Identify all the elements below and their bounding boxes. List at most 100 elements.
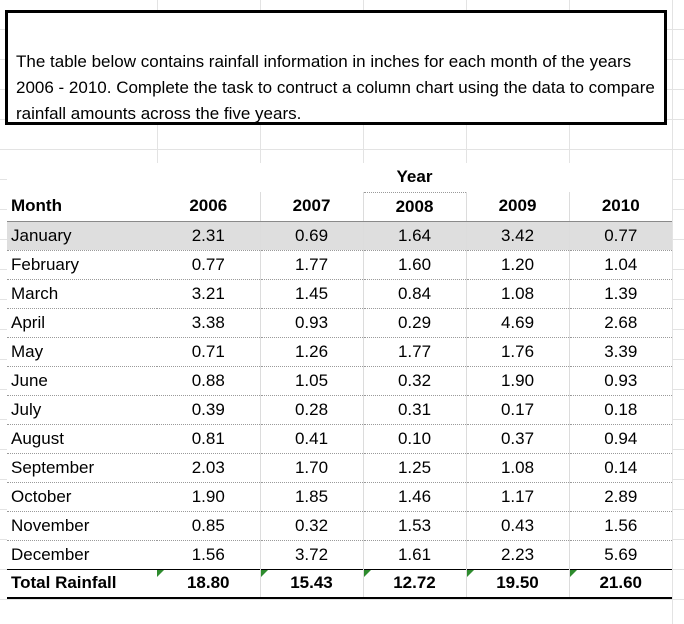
value-cell[interactable]: 2.23 — [465, 540, 569, 570]
value-cell[interactable]: 0.32 — [259, 511, 363, 541]
value-cell[interactable]: 0.84 — [362, 279, 466, 309]
error-indicator-icon[interactable] — [466, 569, 474, 577]
value-cell[interactable]: 1.61 — [362, 540, 466, 570]
year-group-label[interactable]: Year — [363, 163, 466, 193]
blank-cell[interactable] — [260, 163, 363, 192]
blank-cell[interactable] — [569, 163, 672, 192]
value-cell[interactable]: 1.08 — [465, 453, 569, 483]
value-cell[interactable]: 1.85 — [259, 482, 363, 512]
year-header-2009[interactable]: 2009 — [465, 192, 569, 222]
value-cell[interactable]: 1.20 — [465, 250, 569, 280]
value-cell[interactable]: 0.77 — [568, 221, 672, 251]
total-cell[interactable]: 15.43 — [259, 568, 363, 599]
month-cell[interactable]: March — [7, 279, 157, 309]
value-cell[interactable]: 0.93 — [259, 308, 363, 338]
total-cell[interactable]: 21.60 — [568, 568, 672, 599]
value-cell[interactable]: 1.25 — [362, 453, 466, 483]
total-value: 12.72 — [393, 573, 436, 593]
error-indicator-icon[interactable] — [260, 569, 268, 577]
month-cell[interactable]: May — [7, 337, 157, 367]
value-cell[interactable]: 0.77 — [157, 250, 260, 280]
value-cell[interactable]: 1.08 — [465, 279, 569, 309]
month-cell[interactable]: August — [7, 424, 157, 454]
value-cell[interactable]: 0.18 — [568, 395, 672, 425]
value-cell[interactable]: 1.17 — [465, 482, 569, 512]
value-cell[interactable]: 1.26 — [259, 337, 363, 367]
value-cell[interactable]: 0.10 — [362, 424, 466, 454]
blank-cell[interactable] — [7, 163, 157, 192]
value-cell[interactable]: 2.89 — [568, 482, 672, 512]
value-cell[interactable]: 0.69 — [259, 221, 363, 251]
value-cell[interactable]: 0.41 — [259, 424, 363, 454]
value-cell[interactable]: 2.68 — [568, 308, 672, 338]
value-cell[interactable]: 1.39 — [568, 279, 672, 309]
value-cell[interactable]: 1.56 — [568, 511, 672, 541]
table-row: July 0.39 0.28 0.31 0.17 0.18 — [7, 395, 672, 425]
value-cell[interactable]: 1.56 — [157, 540, 260, 570]
value-cell[interactable]: 1.04 — [568, 250, 672, 280]
value-cell[interactable]: 0.85 — [157, 511, 260, 541]
year-header-2008[interactable]: 2008 — [362, 192, 466, 222]
table-row: October 1.90 1.85 1.46 1.17 2.89 — [7, 482, 672, 512]
year-header-2007[interactable]: 2007 — [259, 192, 363, 222]
month-cell[interactable]: July — [7, 395, 157, 425]
value-cell[interactable]: 0.43 — [465, 511, 569, 541]
month-cell[interactable]: April — [7, 308, 157, 338]
month-cell[interactable]: September — [7, 453, 157, 483]
value-cell[interactable]: 3.72 — [259, 540, 363, 570]
year-header-2010[interactable]: 2010 — [568, 192, 672, 222]
value-cell[interactable]: 0.32 — [362, 366, 466, 396]
total-label[interactable]: Total Rainfall — [7, 568, 157, 599]
month-cell[interactable]: June — [7, 366, 157, 396]
value-cell[interactable]: 1.05 — [259, 366, 363, 396]
month-header[interactable]: Month — [7, 192, 157, 222]
instruction-textbox[interactable]: The table below contains rainfall inform… — [5, 10, 667, 125]
value-cell[interactable]: 1.45 — [259, 279, 363, 309]
total-cell[interactable]: 19.50 — [465, 568, 569, 599]
value-cell[interactable]: 0.28 — [259, 395, 363, 425]
value-cell[interactable]: 1.90 — [157, 482, 260, 512]
blank-cell[interactable] — [466, 163, 569, 192]
value-cell[interactable]: 0.37 — [465, 424, 569, 454]
value-cell[interactable]: 3.21 — [157, 279, 260, 309]
value-cell[interactable]: 1.77 — [259, 250, 363, 280]
value-cell[interactable]: 2.31 — [157, 221, 260, 251]
value-cell[interactable]: 4.69 — [465, 308, 569, 338]
value-cell[interactable]: 1.90 — [465, 366, 569, 396]
value-cell[interactable]: 0.71 — [157, 337, 260, 367]
month-cell[interactable]: October — [7, 482, 157, 512]
value-cell[interactable]: 0.94 — [568, 424, 672, 454]
month-cell[interactable]: November — [7, 511, 157, 541]
month-cell[interactable]: January — [7, 221, 157, 251]
value-cell[interactable]: 0.81 — [157, 424, 260, 454]
value-cell[interactable]: 1.60 — [362, 250, 466, 280]
error-indicator-icon[interactable] — [363, 569, 371, 577]
value-cell[interactable]: 3.38 — [157, 308, 260, 338]
value-cell[interactable]: 3.42 — [465, 221, 569, 251]
value-cell[interactable]: 1.53 — [362, 511, 466, 541]
value-cell[interactable]: 1.76 — [465, 337, 569, 367]
value-cell[interactable]: 1.70 — [259, 453, 363, 483]
value-cell[interactable]: 0.29 — [362, 308, 466, 338]
value-cell[interactable]: 0.39 — [157, 395, 260, 425]
value-cell[interactable]: 0.88 — [157, 366, 260, 396]
value-cell[interactable]: 0.14 — [568, 453, 672, 483]
error-indicator-icon[interactable] — [569, 569, 577, 577]
total-cell[interactable]: 18.80 — [157, 568, 260, 599]
column-header-row: Month 2006 2007 2008 2009 2010 — [7, 192, 672, 222]
value-cell[interactable]: 3.39 — [568, 337, 672, 367]
blank-cell[interactable] — [157, 163, 260, 192]
total-cell[interactable]: 12.72 — [362, 568, 466, 599]
year-header-2006[interactable]: 2006 — [157, 192, 260, 222]
value-cell[interactable]: 1.77 — [362, 337, 466, 367]
value-cell[interactable]: 1.64 — [362, 221, 466, 251]
value-cell[interactable]: 1.46 — [362, 482, 466, 512]
value-cell[interactable]: 0.93 — [568, 366, 672, 396]
error-indicator-icon[interactable] — [157, 569, 164, 577]
value-cell[interactable]: 0.17 — [465, 395, 569, 425]
month-cell[interactable]: December — [7, 540, 157, 570]
value-cell[interactable]: 5.69 — [568, 540, 672, 570]
month-cell[interactable]: February — [7, 250, 157, 280]
value-cell[interactable]: 0.31 — [362, 395, 466, 425]
value-cell[interactable]: 2.03 — [157, 453, 260, 483]
